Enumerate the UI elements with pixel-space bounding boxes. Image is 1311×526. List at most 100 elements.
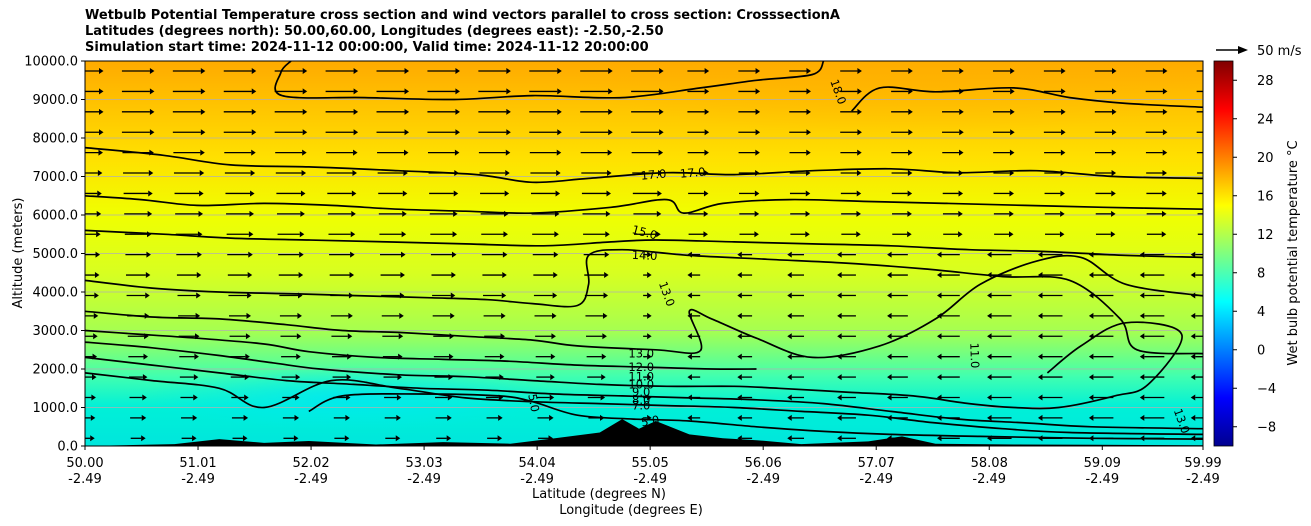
wind-vector-head [195,312,201,319]
wind-vector-head [687,312,692,319]
wind-vector-head [1037,435,1043,442]
wind-vector-head [601,374,606,381]
wind-vectors [85,68,1203,442]
wind-vector-head [302,149,307,156]
wind-vector-head [400,272,405,279]
x-tick-label-lon: -2.49 [68,472,102,487]
wind-vector-head [1009,170,1015,177]
wind-vector-head [805,190,811,197]
wind-vector-head [754,231,759,238]
contour-label-group: 15.0 [630,222,658,242]
y-tick-label: 8000.0 [33,132,79,147]
wind-vector-head [554,231,559,238]
wind-vector-head [506,108,511,115]
wind-vector-head [987,292,992,299]
wind-vector-head [395,435,401,442]
wind-vector-head [351,210,356,217]
contour-label-group: 13.0 [628,347,654,361]
wind-vector-head [806,129,811,136]
wind-vector-head [348,292,354,299]
wind-vector-head [247,272,253,279]
wind-vector-head [145,292,150,299]
wind-vector-head [498,414,503,421]
contour-label: 10.0 [628,377,654,391]
wind-vector-head [553,251,559,258]
wind-vector-head [199,170,205,177]
wind-vector-head [350,251,355,258]
wind-vector-head [605,231,610,238]
wind-vector-head [1088,414,1094,421]
wind-key: 50 m/s [1216,44,1302,59]
wind-vector-head [1139,435,1145,442]
wind-vector-head [603,292,609,299]
wind-vector-head [958,190,964,197]
wind-vector-head [937,333,942,340]
wind-vector-head [1060,190,1065,197]
wind-vector-head [296,353,301,360]
wind-vector-head [908,68,913,75]
wind-vector-head [737,374,742,381]
wind-vector-head [1111,129,1117,136]
wind-vector-head [987,394,992,401]
wind-vector-head [704,129,710,136]
wind-vector-head [787,435,792,442]
wind-vector-head [1061,88,1066,95]
contour-label: 17.0 [640,167,667,183]
wind-vector-head [149,129,155,136]
x-tick-label-lat: 55.05 [632,456,669,471]
wind-vector-head [452,231,458,238]
x-tick-label-lon: -2.49 [859,472,893,487]
wind-vector-head [1060,210,1065,217]
wind-vector-head [505,149,511,156]
wind-vector-head [1139,272,1145,279]
wind-vector-head [687,272,692,279]
wind-vector-head [937,292,942,299]
wind-vector-head [1139,333,1145,340]
wind-vector-head [604,272,609,279]
x-tick-label-lat: 51.01 [179,456,216,471]
cool-core [140,366,560,430]
horizontal-gridlines [85,99,1203,408]
contour-line-15 [85,229,1203,259]
wind-vector-head [145,272,151,279]
wind-vector-head [937,435,942,442]
wind-vector-head [1110,231,1116,238]
wind-vector-head [656,210,662,217]
wind-vector-head [449,353,454,360]
wind-vector-head [200,68,206,75]
wind-vector-head [302,88,308,95]
wind-vector-head [959,129,964,136]
wind-vector-head [1139,353,1145,360]
wind-vector-head [396,414,401,421]
x-tick-label-lon: -2.49 [1186,472,1220,487]
wind-vector-head [549,394,555,401]
contour-line-12 [85,329,757,370]
wind-vector-head [505,170,510,177]
wind-vector-head [247,292,252,299]
wind-vector-head [453,210,458,217]
wind-vector-head [250,170,256,177]
wind-vector-head [99,68,104,75]
wind-vector-head [91,374,97,381]
wind-vector-head [404,88,410,95]
wind-vector-head [787,394,792,401]
wind-vector-head [787,414,792,421]
contour-label: 12.0 [628,360,654,374]
wind-vector-head [1037,394,1043,401]
wind-vector-head [1059,231,1065,238]
wind-vector-head [1061,129,1066,136]
wind-vector-head [90,435,95,442]
wind-vector-head [987,435,992,442]
y-tick-label: 2000.0 [33,363,79,378]
wind-vector-head [737,394,742,401]
wind-vector-head [506,68,511,75]
wind-vector-head [907,231,912,238]
wind-vector-head [94,272,100,279]
wind-vector-head [499,353,505,360]
wind-vector-head [251,129,257,136]
wind-vector-head [142,374,148,381]
contour-label-group: 11.0 [628,370,654,384]
wind-vector-head [1060,149,1066,156]
wind-vector-head [1161,231,1167,238]
